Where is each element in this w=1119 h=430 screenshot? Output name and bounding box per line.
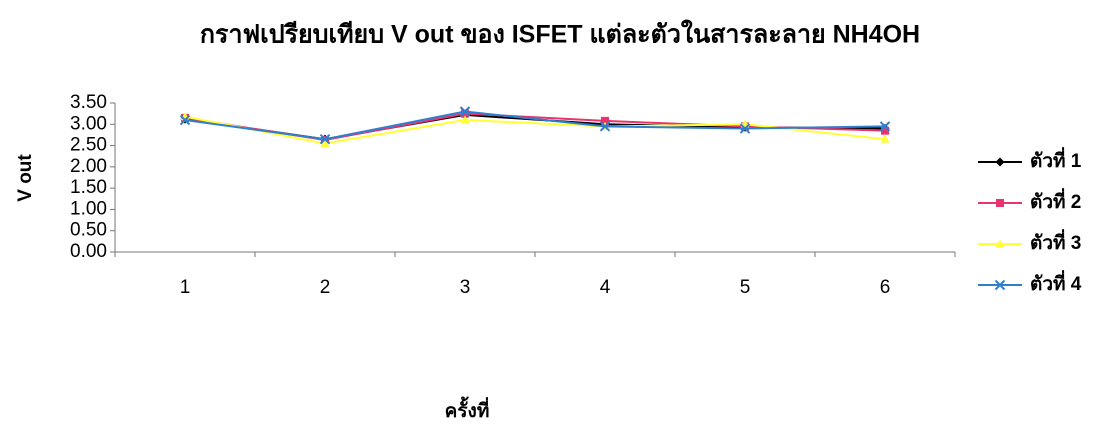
- legend-label: ตัวที่ 3: [1030, 229, 1081, 254]
- marker: [995, 239, 1005, 248]
- marker: [320, 138, 330, 147]
- marker: [881, 126, 889, 135]
- marker: [599, 121, 611, 132]
- y-tick-label: 1.50: [70, 177, 107, 198]
- y-tick-label: 0.50: [70, 220, 107, 241]
- marker: [996, 199, 1004, 207]
- x-tick-label: 2: [320, 277, 331, 298]
- x-tick-label: 3: [460, 277, 471, 298]
- x-tick-label: 6: [880, 277, 891, 298]
- y-tick-label: 3.50: [70, 92, 107, 113]
- marker: [995, 157, 1005, 167]
- marker: [601, 116, 609, 125]
- legend-label: ตัวที่ 1: [1030, 147, 1082, 172]
- y-tick-label: 0.00: [70, 241, 107, 262]
- x-tick-label: 1: [180, 277, 191, 298]
- y-tick-label: 1.00: [70, 198, 107, 219]
- marker: [880, 134, 890, 143]
- series-line: [184, 110, 886, 141]
- marker: [461, 109, 469, 118]
- x-tick-label: 5: [740, 277, 751, 298]
- marker: [879, 121, 891, 132]
- chart-title: กราฟเปรียบเทียบ V out ของ ISFET แต่ละตัว…: [200, 19, 920, 49]
- legend-label: ตัวที่ 4: [1030, 270, 1082, 295]
- marker: [319, 133, 331, 145]
- marker: [179, 114, 191, 126]
- legend-label: ตัวที่ 2: [1030, 188, 1081, 213]
- series-line: [184, 115, 886, 145]
- marker: [739, 123, 751, 134]
- x-axis-label: ครั้งที่: [445, 396, 490, 422]
- y-axis-label: V out: [15, 154, 36, 202]
- marker: [459, 106, 471, 117]
- y-tick-label: 2.50: [70, 135, 107, 156]
- y-tick-label: 2.00: [70, 156, 107, 177]
- marker: [460, 115, 470, 124]
- y-tick-label: 3.00: [70, 113, 107, 134]
- x-tick-label: 4: [600, 277, 611, 298]
- marker: [994, 279, 1006, 291]
